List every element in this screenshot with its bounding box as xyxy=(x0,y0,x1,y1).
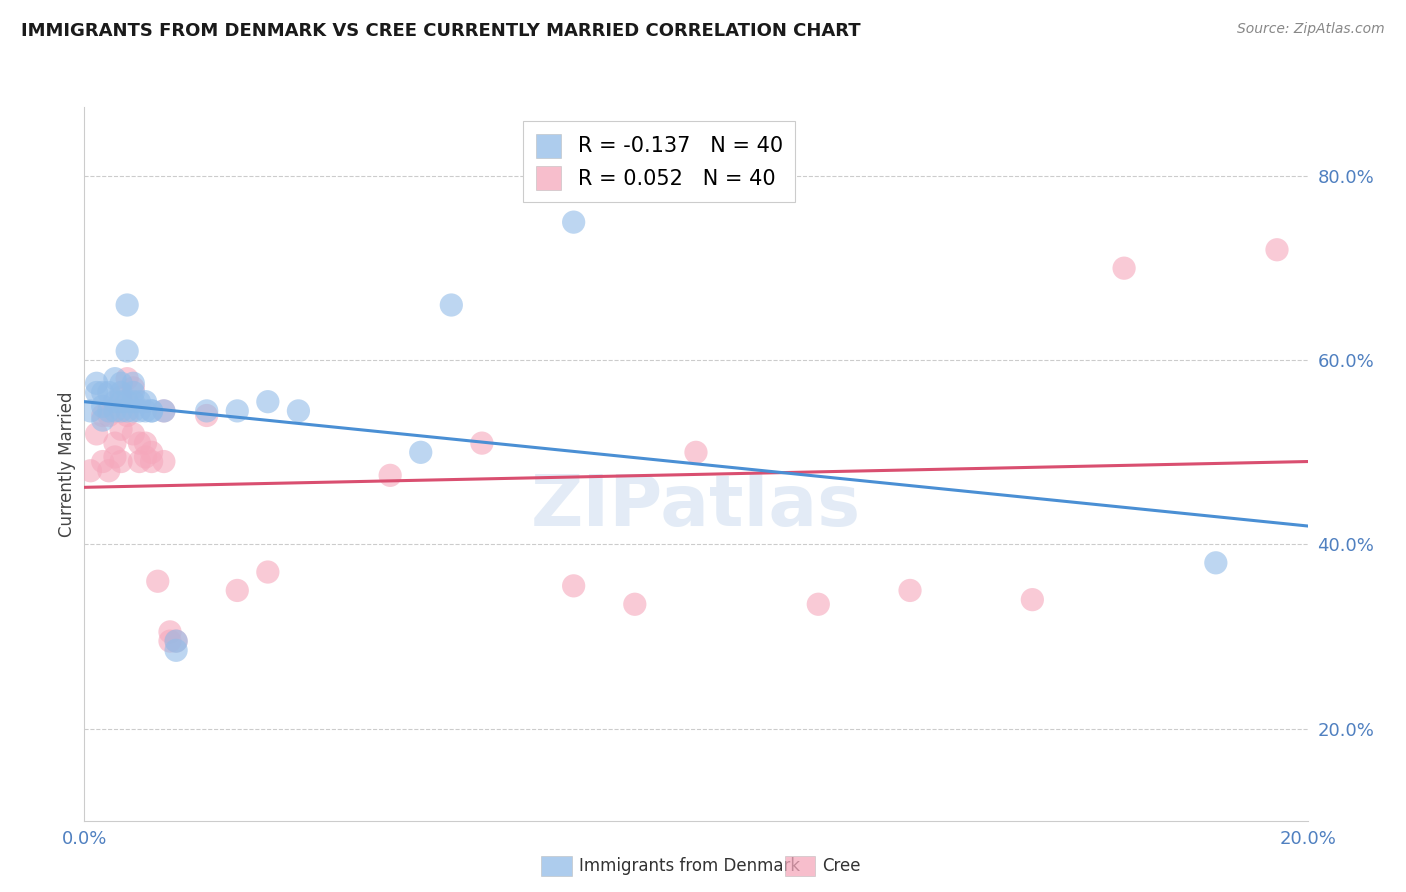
Point xyxy=(135,450,157,464)
Point xyxy=(122,376,145,391)
Point xyxy=(135,404,157,418)
Point xyxy=(115,298,138,312)
Point xyxy=(115,394,138,409)
Point xyxy=(86,376,108,391)
Point xyxy=(97,464,120,478)
Point xyxy=(110,376,132,391)
Point xyxy=(110,422,132,436)
Point xyxy=(104,436,127,450)
Point xyxy=(195,404,218,418)
Point xyxy=(1265,243,1288,257)
Point xyxy=(287,404,309,418)
Point xyxy=(115,404,138,418)
Point xyxy=(159,634,181,648)
Point xyxy=(97,385,120,400)
Point xyxy=(195,409,218,423)
Point xyxy=(807,597,830,611)
Point xyxy=(1021,592,1043,607)
Point xyxy=(104,394,127,409)
Point xyxy=(135,394,157,409)
Text: Source: ZipAtlas.com: Source: ZipAtlas.com xyxy=(1237,22,1385,37)
Point xyxy=(122,426,145,441)
Point xyxy=(110,390,132,404)
Point xyxy=(86,385,108,400)
Point xyxy=(165,634,187,648)
Point xyxy=(380,468,402,483)
Point xyxy=(562,215,585,229)
Point xyxy=(141,404,163,418)
Point xyxy=(128,454,150,468)
Point xyxy=(409,445,432,459)
Point xyxy=(159,624,181,639)
Text: IMMIGRANTS FROM DENMARK VS CREE CURRENTLY MARRIED CORRELATION CHART: IMMIGRANTS FROM DENMARK VS CREE CURRENTL… xyxy=(21,22,860,40)
Point xyxy=(79,404,101,418)
Text: Cree: Cree xyxy=(823,857,860,875)
Point xyxy=(135,436,157,450)
Point xyxy=(115,344,138,359)
Point xyxy=(165,643,187,657)
Point xyxy=(898,583,921,598)
Point xyxy=(110,394,132,409)
Text: Immigrants from Denmark: Immigrants from Denmark xyxy=(579,857,800,875)
Point xyxy=(104,450,127,464)
Point xyxy=(128,404,150,418)
Point xyxy=(91,413,114,427)
Point xyxy=(440,298,463,312)
Point xyxy=(86,426,108,441)
Legend: R = -0.137   N = 40, R = 0.052   N = 40: R = -0.137 N = 40, R = 0.052 N = 40 xyxy=(523,121,796,202)
Point xyxy=(141,454,163,468)
Point xyxy=(153,404,176,418)
Point xyxy=(97,409,120,423)
Point xyxy=(91,399,114,413)
Point xyxy=(562,579,585,593)
Point xyxy=(128,394,150,409)
Y-axis label: Currently Married: Currently Married xyxy=(58,391,76,537)
Point xyxy=(91,385,114,400)
Point xyxy=(257,565,280,579)
Point xyxy=(122,385,145,400)
Point xyxy=(104,404,127,418)
Point xyxy=(128,436,150,450)
Point xyxy=(115,372,138,386)
Point xyxy=(1114,261,1136,276)
Point xyxy=(153,404,176,418)
Point xyxy=(104,372,127,386)
Point xyxy=(153,454,176,468)
Point xyxy=(624,597,647,611)
Point xyxy=(471,436,494,450)
Point xyxy=(1205,556,1227,570)
Point xyxy=(226,404,249,418)
Point xyxy=(97,404,120,418)
Point xyxy=(110,404,132,418)
Point xyxy=(226,583,249,598)
Point xyxy=(685,445,707,459)
Point xyxy=(91,454,114,468)
Point xyxy=(257,394,280,409)
Point xyxy=(122,404,145,418)
Point xyxy=(146,574,169,589)
Point xyxy=(91,409,114,423)
Point xyxy=(115,409,138,423)
Point xyxy=(79,464,101,478)
Point xyxy=(165,634,187,648)
Point xyxy=(122,394,145,409)
Point xyxy=(141,445,163,459)
Text: ZIPatlas: ZIPatlas xyxy=(531,472,860,541)
Point xyxy=(141,404,163,418)
Point xyxy=(110,385,132,400)
Point xyxy=(110,454,132,468)
Point xyxy=(122,381,145,395)
